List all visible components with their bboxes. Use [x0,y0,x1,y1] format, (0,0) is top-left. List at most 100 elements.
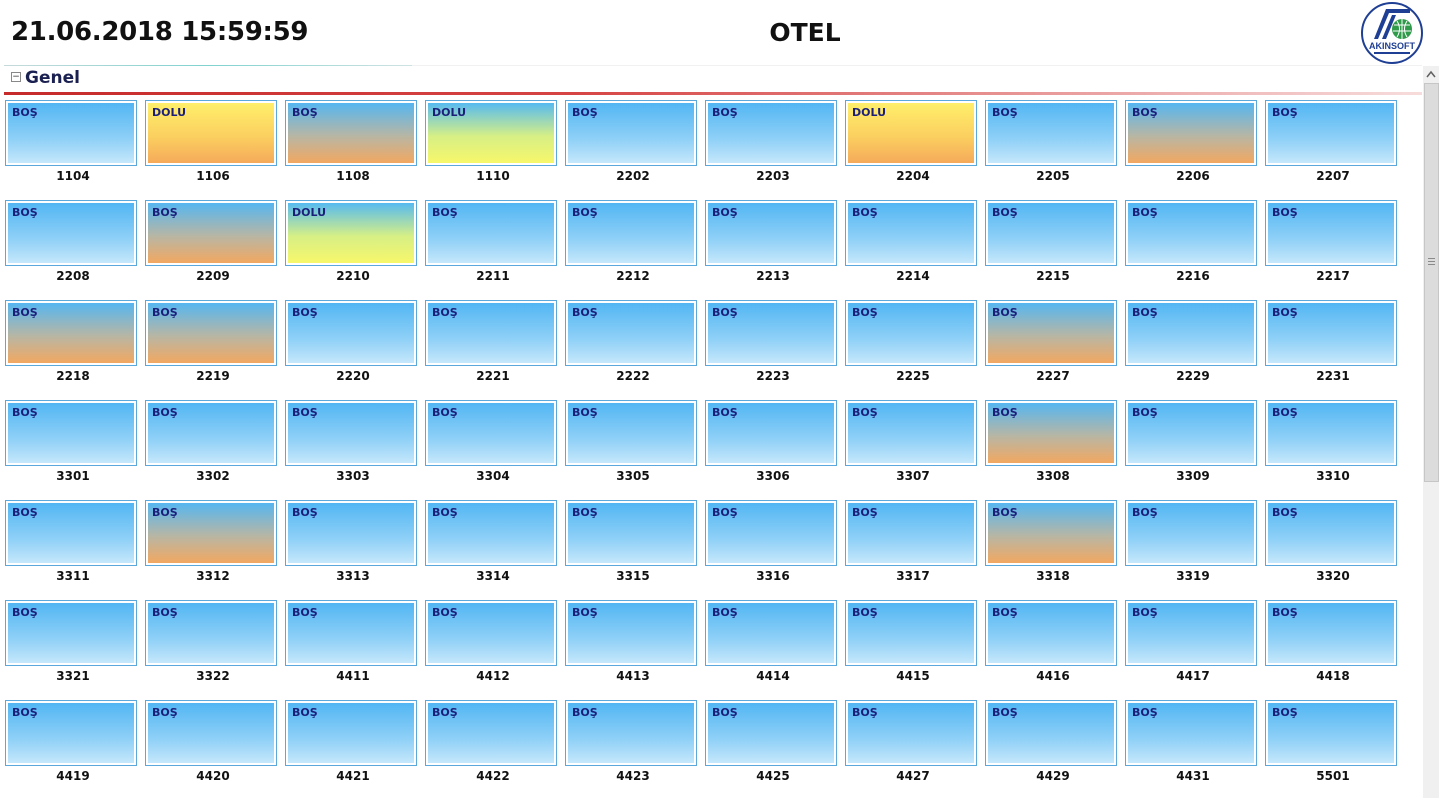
room-card[interactable]: BOŞ [5,700,137,766]
room-card[interactable]: DOLU [425,100,557,166]
room-card[interactable]: BOŞ [845,400,977,466]
room-tile-3320[interactable]: BOŞ 3320 [1265,500,1397,600]
room-card[interactable]: BOŞ [565,700,697,766]
room-tile-3310[interactable]: BOŞ 3310 [1265,400,1397,500]
room-tile-3301[interactable]: BOŞ 3301 [5,400,137,500]
room-tile-4417[interactable]: BOŞ 4417 [1125,600,1257,700]
room-tile-2211[interactable]: BOŞ 2211 [425,200,557,300]
room-tile-4420[interactable]: BOŞ 4420 [145,700,277,798]
room-card[interactable]: BOŞ [845,200,977,266]
room-card[interactable]: BOŞ [425,300,557,366]
room-card[interactable]: BOŞ [985,200,1117,266]
room-card[interactable]: BOŞ [5,500,137,566]
room-card[interactable]: BOŞ [1265,600,1397,666]
room-tile-2214[interactable]: BOŞ 2214 [845,200,977,300]
room-tile-4431[interactable]: BOŞ 4431 [1125,700,1257,798]
room-card[interactable]: BOŞ [565,500,697,566]
room-tile-3307[interactable]: BOŞ 3307 [845,400,977,500]
room-tile-3315[interactable]: BOŞ 3315 [565,500,697,600]
room-tile-2206[interactable]: BOŞ 2206 [1125,100,1257,200]
room-card[interactable]: BOŞ [425,200,557,266]
room-card[interactable]: BOŞ [845,300,977,366]
room-card[interactable]: BOŞ [5,600,137,666]
room-tile-3316[interactable]: BOŞ 3316 [705,500,837,600]
room-tile-2202[interactable]: BOŞ 2202 [565,100,697,200]
room-card[interactable]: BOŞ [5,300,137,366]
room-tile-2220[interactable]: BOŞ 2220 [285,300,417,400]
room-tile-3302[interactable]: BOŞ 3302 [145,400,277,500]
room-card[interactable]: BOŞ [5,400,137,466]
room-tile-3322[interactable]: BOŞ 3322 [145,600,277,700]
room-tile-3306[interactable]: BOŞ 3306 [705,400,837,500]
room-card[interactable]: DOLU [845,100,977,166]
room-card[interactable]: BOŞ [1125,400,1257,466]
vertical-scrollbar[interactable] [1423,66,1439,798]
room-card[interactable]: BOŞ [1265,400,1397,466]
room-tile-2215[interactable]: BOŞ 2215 [985,200,1117,300]
room-card[interactable]: BOŞ [985,400,1117,466]
room-card[interactable]: BOŞ [705,500,837,566]
room-card[interactable]: DOLU [145,100,277,166]
room-tile-2229[interactable]: BOŞ 2229 [1125,300,1257,400]
room-card[interactable]: BOŞ [705,200,837,266]
room-card[interactable]: BOŞ [5,200,137,266]
room-card[interactable]: BOŞ [285,400,417,466]
scroll-up-arrow-icon[interactable] [1423,66,1439,83]
room-tile-2212[interactable]: BOŞ 2212 [565,200,697,300]
room-tile-2204[interactable]: DOLU 2204 [845,100,977,200]
room-tile-3319[interactable]: BOŞ 3319 [1125,500,1257,600]
collapse-icon[interactable]: − [11,72,21,82]
room-tile-2225[interactable]: BOŞ 2225 [845,300,977,400]
room-card[interactable]: BOŞ [1125,600,1257,666]
room-tile-2227[interactable]: BOŞ 2227 [985,300,1117,400]
room-card[interactable]: BOŞ [985,600,1117,666]
room-card[interactable]: BOŞ [145,500,277,566]
room-tile-4427[interactable]: BOŞ 4427 [845,700,977,798]
room-tile-3309[interactable]: BOŞ 3309 [1125,400,1257,500]
room-card[interactable]: BOŞ [1125,300,1257,366]
room-card[interactable]: BOŞ [425,600,557,666]
room-tile-2219[interactable]: BOŞ 2219 [145,300,277,400]
room-card[interactable]: BOŞ [1125,200,1257,266]
scrollbar-thumb[interactable] [1424,83,1439,482]
room-card[interactable]: BOŞ [985,100,1117,166]
room-tile-2210[interactable]: DOLU 2210 [285,200,417,300]
room-tile-2216[interactable]: BOŞ 2216 [1125,200,1257,300]
room-tile-4419[interactable]: BOŞ 4419 [5,700,137,798]
room-card[interactable]: BOŞ [145,600,277,666]
room-card[interactable]: BOŞ [705,400,837,466]
room-card[interactable]: BOŞ [705,300,837,366]
room-tile-3304[interactable]: BOŞ 3304 [425,400,557,500]
room-card[interactable]: BOŞ [145,400,277,466]
room-card[interactable]: BOŞ [1265,100,1397,166]
room-tile-4418[interactable]: BOŞ 4418 [1265,600,1397,700]
room-tile-2205[interactable]: BOŞ 2205 [985,100,1117,200]
room-tile-4425[interactable]: BOŞ 4425 [705,700,837,798]
room-card[interactable]: BOŞ [565,300,697,366]
room-tile-4414[interactable]: BOŞ 4414 [705,600,837,700]
room-card[interactable]: BOŞ [705,600,837,666]
room-tile-2223[interactable]: BOŞ 2223 [705,300,837,400]
room-tile-3311[interactable]: BOŞ 3311 [5,500,137,600]
room-card[interactable]: BOŞ [285,500,417,566]
room-tile-5501[interactable]: BOŞ 5501 [1265,700,1397,798]
room-tile-2207[interactable]: BOŞ 2207 [1265,100,1397,200]
room-tile-2222[interactable]: BOŞ 2222 [565,300,697,400]
room-card[interactable]: BOŞ [1125,500,1257,566]
room-tile-1106[interactable]: DOLU 1106 [145,100,277,200]
room-card[interactable]: BOŞ [985,500,1117,566]
room-card[interactable]: BOŞ [285,700,417,766]
room-card[interactable]: BOŞ [425,500,557,566]
room-card[interactable]: BOŞ [565,100,697,166]
room-tile-3321[interactable]: BOŞ 3321 [5,600,137,700]
room-card[interactable]: BOŞ [1265,700,1397,766]
room-tile-4429[interactable]: BOŞ 4429 [985,700,1117,798]
room-tile-3318[interactable]: BOŞ 3318 [985,500,1117,600]
room-tile-3317[interactable]: BOŞ 3317 [845,500,977,600]
room-tile-2221[interactable]: BOŞ 2221 [425,300,557,400]
room-tile-2213[interactable]: BOŞ 2213 [705,200,837,300]
room-card[interactable]: DOLU [285,200,417,266]
room-tile-4423[interactable]: BOŞ 4423 [565,700,697,798]
room-card[interactable]: BOŞ [5,100,137,166]
room-tile-4421[interactable]: BOŞ 4421 [285,700,417,798]
